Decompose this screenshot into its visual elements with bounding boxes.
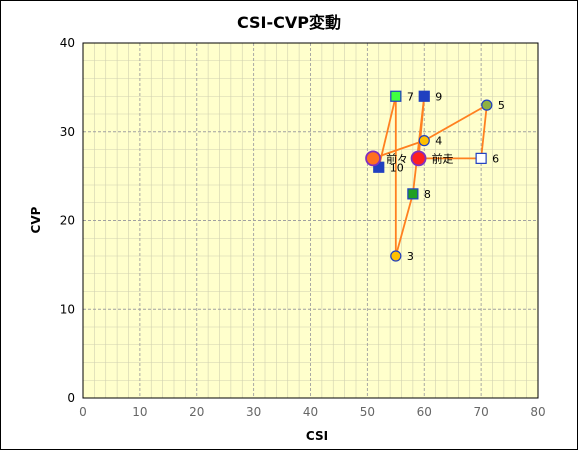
plot-border [82, 42, 539, 399]
x-tick-label: 50 [360, 405, 375, 419]
x-tick-label: 70 [473, 405, 488, 419]
chart-title: CSI-CVP変動 [237, 13, 341, 32]
x-tick-label: 60 [417, 405, 432, 419]
x-tick-label: 30 [246, 405, 261, 419]
point-marker-8 [407, 188, 419, 200]
major-grid [83, 43, 538, 398]
y-tick-label: 20 [60, 214, 75, 228]
trajectory-lines [372, 96, 488, 257]
point-label-7: 7 [407, 90, 414, 103]
point-label-9: 9 [435, 90, 442, 103]
y-tick-label: 10 [60, 302, 75, 316]
point-marker-prev [410, 150, 427, 167]
y-axis-ticks: 0 10 20 30 40 [60, 36, 75, 405]
data-points [365, 90, 493, 262]
point-label-6: 6 [492, 152, 499, 165]
point-marker-prev-prev [365, 150, 381, 167]
y-axis-label: CVP [29, 206, 43, 233]
point-marker-5 [481, 99, 493, 111]
trajectory-segment [423, 104, 488, 142]
point-label-10: 10 [390, 161, 404, 174]
point-label-4: 4 [435, 135, 442, 148]
trajectory-segment [480, 105, 488, 159]
point-label-3: 3 [407, 250, 414, 263]
x-tick-label: 80 [530, 405, 545, 419]
point-marker-6 [475, 152, 487, 164]
x-tick-label: 10 [132, 405, 147, 419]
point-marker-4 [418, 135, 430, 147]
x-axis-ticks: 0 10 20 30 40 50 60 70 80 [79, 405, 545, 419]
trajectory-segment [417, 96, 426, 159]
point-label-prev-prev: 前々 [386, 151, 408, 165]
point-marker-7 [390, 90, 402, 102]
point-label-prev: 前走 [432, 151, 454, 165]
point-marker-3 [390, 250, 402, 262]
y-tick-label: 40 [60, 36, 75, 50]
y-tick-label: 30 [60, 125, 75, 139]
y-tick-label: 0 [67, 391, 75, 405]
x-tick-label: 40 [303, 405, 318, 419]
trajectory-segment [394, 193, 414, 257]
trajectory-segment [372, 139, 425, 160]
x-tick-label: 20 [189, 405, 204, 419]
x-axis-label: CSI [306, 429, 328, 443]
point-marker-9 [418, 90, 430, 102]
x-tick-label: 0 [79, 405, 87, 419]
point-label-8: 8 [424, 188, 431, 201]
point-label-5: 5 [498, 99, 505, 112]
